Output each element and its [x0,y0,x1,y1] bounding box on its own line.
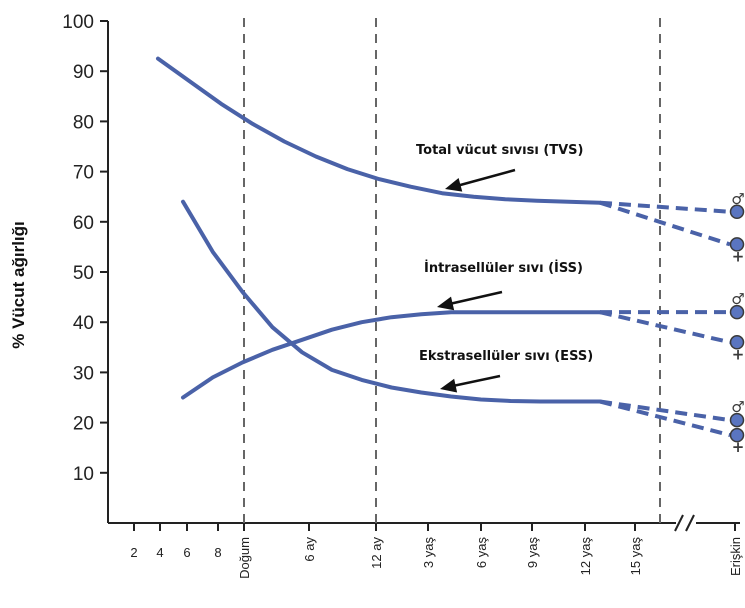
x-tick-label: 6 yaş [474,537,489,569]
adult-marker-female [729,427,745,443]
y-axis-label: % Vücut ağırlığı [9,221,28,349]
axis-break-mark [674,514,684,532]
y-tick-label: 100 [62,12,94,33]
y-tick-label: 90 [73,62,94,83]
adult-projection-male [599,399,731,423]
tvs-label: Total vücut sıvısı (TVS) [416,143,584,158]
male-symbol: ♂ [731,290,744,308]
arrow-line [444,290,503,307]
x-tick-label: 8 [214,545,221,560]
y-tick-label: 50 [73,263,94,284]
adult-marker-male [729,412,745,428]
iss-label: İntrasellüler sıvı (İSS) [424,260,583,276]
x-tick-label: 3 yaş [421,537,436,569]
arrow-head [437,296,455,311]
female-symbol: + [732,438,745,456]
arrow-line [447,374,501,389]
adult-projection-female [599,310,731,345]
female-symbol: + [732,247,745,265]
annotations: Total vücut sıvısı (TVS) İntrasellüler sı… [416,143,593,393]
y-tick-label: 40 [73,313,94,334]
iss-line [181,310,602,400]
y-tick-label: 20 [73,414,94,435]
arrow-head [445,178,463,192]
x-tick-label: 15 yaş [628,537,643,576]
x-tick-label: Erişkin [728,537,743,576]
x-tick-label: 12 yaş [578,537,593,576]
arrow-head [440,378,458,393]
x-tick-label: 2 [130,545,137,560]
male-symbol: ♂ [731,398,744,416]
male-symbol: ♂ [731,190,744,208]
adult-marker-female [729,237,745,252]
y-tick-label: 10 [73,464,94,485]
tvs-line [156,56,602,205]
y-tick-label: 30 [73,363,94,384]
ess-line [181,199,602,404]
x-tick-label: 12 ay [369,537,384,569]
x-tick-label: Doğum [237,537,252,579]
ess-label: Ekstrasellüler sıvı (ESS) [419,349,593,364]
adult-projection-female [599,399,731,438]
ticks: 10 20 30 40 50 60 70 80 90 100 % Vücut ağırlığı 2 4 6… [9,12,743,579]
adult-marker-male [729,304,745,320]
adult-marker-female [729,335,745,350]
x-tick-label: 4 [156,545,163,560]
y-tick-label: 70 [73,163,94,184]
adult-projection-female [599,200,731,247]
female-symbol: + [732,345,745,363]
adult-projection-male [599,200,731,214]
adult-marker-male [729,204,745,220]
y-tick-label: 60 [73,213,94,234]
x-tick-label: 6 [183,545,190,560]
axis-break-mark [685,514,695,532]
x-tick-label: 9 yaş [525,537,540,569]
x-tick-label: 6 ay [302,537,317,562]
y-tick-label: 80 [73,112,94,133]
arrow-line [452,168,516,189]
series-lines: ♂ + ♂ + ♂ + [156,56,745,456]
